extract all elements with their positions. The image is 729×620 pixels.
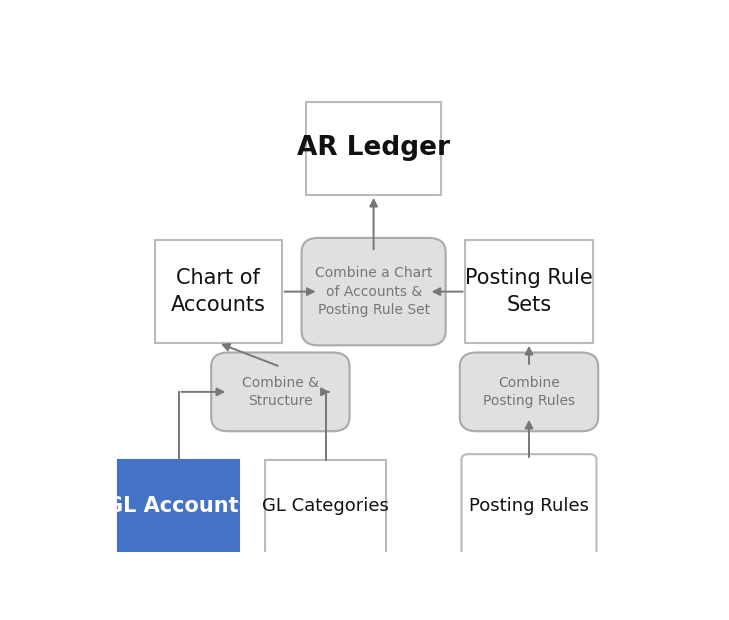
Text: Chart of
Accounts: Chart of Accounts xyxy=(171,268,265,315)
Text: Combine
Posting Rules: Combine Posting Rules xyxy=(483,376,575,408)
Text: Posting Rule
Sets: Posting Rule Sets xyxy=(465,268,593,315)
Text: AR Ledger: AR Ledger xyxy=(297,135,450,161)
FancyBboxPatch shape xyxy=(118,460,239,553)
FancyBboxPatch shape xyxy=(460,353,599,432)
FancyBboxPatch shape xyxy=(306,102,442,195)
FancyBboxPatch shape xyxy=(265,460,386,553)
Text: GL Categories: GL Categories xyxy=(262,497,389,515)
FancyBboxPatch shape xyxy=(461,454,596,559)
FancyBboxPatch shape xyxy=(155,241,282,343)
Text: Posting Rules: Posting Rules xyxy=(469,497,589,515)
FancyBboxPatch shape xyxy=(465,241,593,343)
FancyBboxPatch shape xyxy=(211,353,350,432)
Text: Combine &
Structure: Combine & Structure xyxy=(242,376,319,408)
Text: GL Accounts: GL Accounts xyxy=(106,497,252,516)
FancyBboxPatch shape xyxy=(302,238,445,345)
Text: Combine a Chart
of Accounts &
Posting Rule Set: Combine a Chart of Accounts & Posting Ru… xyxy=(315,266,432,317)
